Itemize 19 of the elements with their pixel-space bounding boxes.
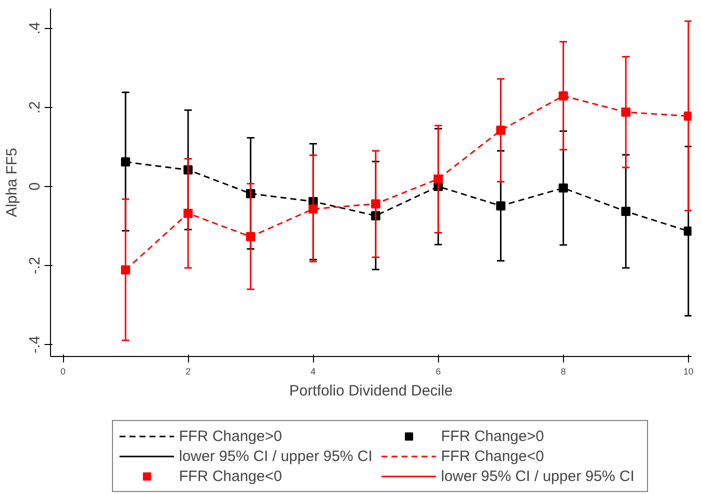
legend-label: lower 95% CI / upper 95% CI <box>179 447 374 465</box>
legend-label: FFR Change<0 <box>441 447 545 465</box>
x-tick-label: 0 <box>60 366 66 376</box>
y-tick-label: 0 <box>26 182 44 191</box>
y-tick-label: .4 <box>26 22 44 35</box>
legend-label: lower 95% CI / upper 95% CI <box>441 467 636 485</box>
x-tick-label: 4 <box>310 366 316 376</box>
x-tick-label: 2 <box>186 366 191 376</box>
y-tick-label: -.2 <box>26 256 44 274</box>
x-tick-label: 10 <box>683 366 694 376</box>
y-axis-title: Alpha FF5 <box>4 148 20 218</box>
x-tick-label: 6 <box>436 366 441 376</box>
y-tick-label: .2 <box>26 101 44 114</box>
legend-label: FFR Change<0 <box>179 467 283 485</box>
x-tick-label: 8 <box>560 366 566 376</box>
legend-label: FFR Change>0 <box>179 427 283 445</box>
legend-label: FFR Change>0 <box>441 427 545 445</box>
x-axis-title: Portfolio Dividend Decile <box>289 382 453 400</box>
y-tick-label: -.4 <box>26 336 44 354</box>
